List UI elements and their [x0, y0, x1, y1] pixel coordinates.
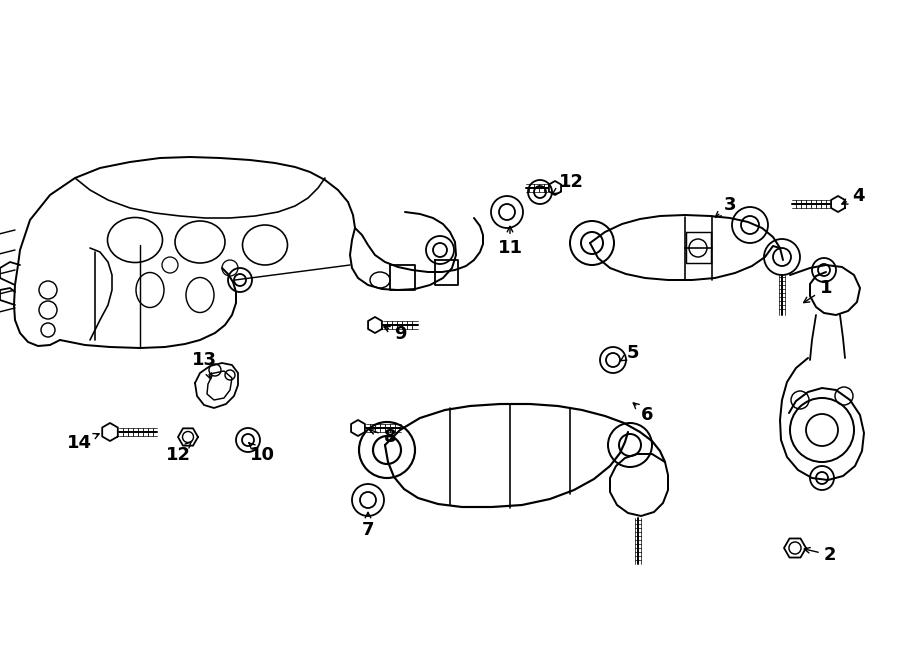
Text: 14: 14	[67, 434, 99, 452]
Text: 3: 3	[716, 196, 736, 217]
Text: 10: 10	[249, 443, 274, 464]
Text: 7: 7	[362, 512, 374, 539]
Text: 2: 2	[805, 546, 836, 564]
Text: 11: 11	[498, 226, 523, 257]
Text: 12: 12	[553, 173, 583, 194]
Text: 1: 1	[804, 279, 833, 303]
Text: 8: 8	[369, 428, 396, 446]
Text: 5: 5	[621, 344, 639, 362]
Text: 6: 6	[634, 403, 653, 424]
Text: 12: 12	[166, 442, 192, 464]
Text: 9: 9	[384, 325, 406, 343]
Text: 4: 4	[842, 187, 864, 205]
Text: 13: 13	[192, 351, 217, 379]
